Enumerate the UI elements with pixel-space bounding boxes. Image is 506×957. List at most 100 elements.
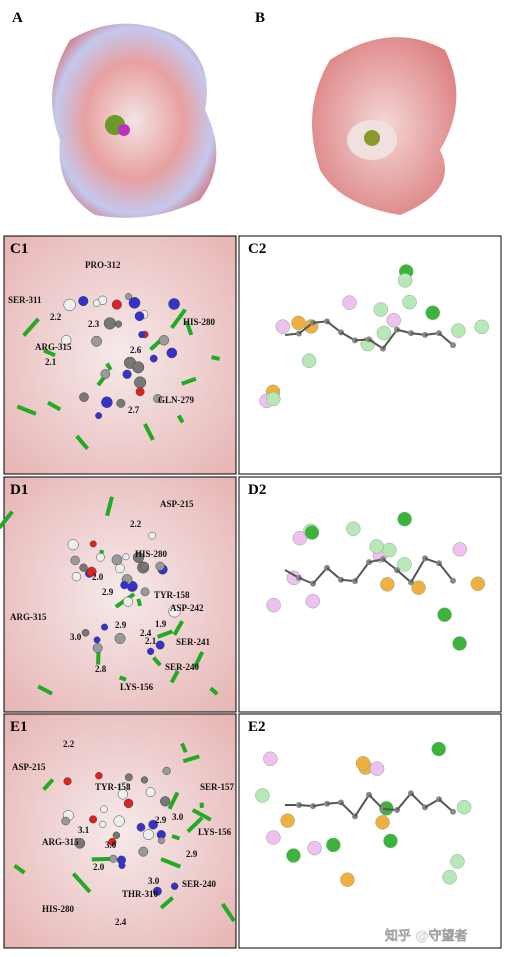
atom bbox=[160, 796, 170, 806]
residue-disc bbox=[281, 814, 295, 828]
residue-disc bbox=[306, 594, 320, 608]
residue-label: ARG-315 bbox=[42, 837, 79, 847]
residue-disc bbox=[326, 838, 340, 852]
atom bbox=[64, 778, 72, 786]
atom bbox=[100, 806, 107, 813]
atom bbox=[72, 572, 81, 581]
residue-disc bbox=[342, 296, 356, 310]
panel-label: C2 bbox=[248, 241, 266, 257]
atom bbox=[169, 298, 180, 309]
residue-disc bbox=[292, 316, 306, 330]
panel-label: D1 bbox=[10, 482, 28, 498]
distance-label: 2.4 bbox=[140, 628, 152, 638]
panel-c2 bbox=[239, 236, 501, 474]
residue-disc bbox=[370, 762, 384, 776]
atom bbox=[141, 777, 148, 784]
residue-disc bbox=[443, 870, 457, 884]
atom bbox=[93, 643, 102, 652]
residue-disc bbox=[286, 849, 300, 863]
atom bbox=[115, 633, 125, 643]
stick bbox=[138, 599, 140, 606]
distance-label: 2.9 bbox=[155, 815, 167, 825]
atom bbox=[93, 300, 100, 307]
distance-label: 3.1 bbox=[78, 825, 90, 835]
distance-label: 2.7 bbox=[128, 405, 140, 415]
stick bbox=[172, 836, 180, 839]
atom bbox=[171, 883, 178, 890]
residue-disc bbox=[451, 324, 465, 338]
residue-disc bbox=[302, 354, 316, 368]
atom bbox=[115, 564, 124, 573]
residue-disc bbox=[382, 543, 396, 557]
residue-disc bbox=[450, 854, 464, 868]
residue-disc bbox=[267, 598, 281, 612]
residue-disc bbox=[266, 392, 280, 406]
residue-disc bbox=[305, 526, 319, 540]
atom bbox=[139, 331, 145, 337]
atom bbox=[117, 856, 126, 865]
atom bbox=[68, 539, 79, 550]
atom bbox=[158, 837, 165, 844]
distance-label: 2.3 bbox=[88, 319, 100, 329]
atom bbox=[101, 624, 108, 631]
residue-label: SER-240 bbox=[165, 662, 200, 672]
distance-label: 2.6 bbox=[130, 345, 142, 355]
panel-label: C1 bbox=[10, 241, 28, 257]
panel-d2 bbox=[239, 477, 501, 712]
residue-label: ARG-315 bbox=[10, 612, 47, 622]
atom bbox=[134, 377, 146, 389]
atom bbox=[80, 564, 88, 572]
panel-label: D2 bbox=[248, 482, 266, 498]
protein-surface bbox=[52, 24, 216, 218]
panel-label: E2 bbox=[248, 719, 266, 735]
distance-label: 2.2 bbox=[63, 739, 75, 749]
atom bbox=[123, 554, 129, 560]
atom bbox=[135, 312, 144, 321]
distance-label: 3.0 bbox=[172, 812, 184, 822]
residue-disc bbox=[266, 831, 280, 845]
atom bbox=[156, 562, 165, 571]
atom bbox=[167, 348, 177, 358]
distance-label: 2.9 bbox=[186, 849, 198, 859]
distance-label: 3.0 bbox=[105, 840, 117, 850]
atom bbox=[82, 629, 89, 636]
residue-disc bbox=[398, 512, 412, 526]
atom bbox=[143, 829, 153, 839]
atom bbox=[123, 370, 132, 379]
atom bbox=[95, 772, 102, 779]
atom bbox=[450, 809, 456, 815]
residue-disc bbox=[453, 636, 467, 650]
atom bbox=[113, 832, 120, 839]
atom bbox=[137, 823, 145, 831]
residue-disc bbox=[426, 306, 440, 320]
residue-label: ASP-242 bbox=[170, 603, 204, 613]
residue-label: TYR-158 bbox=[154, 590, 190, 600]
distance-label: 2.2 bbox=[130, 519, 142, 529]
atom bbox=[121, 581, 129, 589]
residue-label: HIS-280 bbox=[42, 904, 75, 914]
distance-label: 2.1 bbox=[45, 357, 57, 367]
residue-disc bbox=[377, 326, 391, 340]
distance-label: 1.9 bbox=[155, 619, 167, 629]
atom bbox=[112, 555, 122, 565]
residue-disc bbox=[356, 756, 370, 770]
atom bbox=[99, 821, 106, 828]
residue-disc bbox=[308, 841, 322, 855]
residue-disc bbox=[403, 295, 417, 309]
residue-disc bbox=[276, 320, 290, 334]
residue-label: GLN-279 bbox=[158, 395, 195, 405]
residue-disc bbox=[387, 313, 401, 327]
ligand bbox=[118, 124, 130, 136]
atom bbox=[450, 578, 456, 584]
distance-label: 2.9 bbox=[115, 620, 127, 630]
distance-label: 2.9 bbox=[102, 587, 114, 597]
atom bbox=[95, 412, 101, 418]
atom bbox=[147, 648, 154, 655]
distance-label: 2.0 bbox=[92, 572, 104, 582]
atom bbox=[112, 300, 122, 310]
residue-disc bbox=[370, 539, 384, 553]
distance-label: 2.0 bbox=[93, 862, 105, 872]
residue-disc bbox=[376, 815, 390, 829]
atom bbox=[90, 541, 96, 547]
